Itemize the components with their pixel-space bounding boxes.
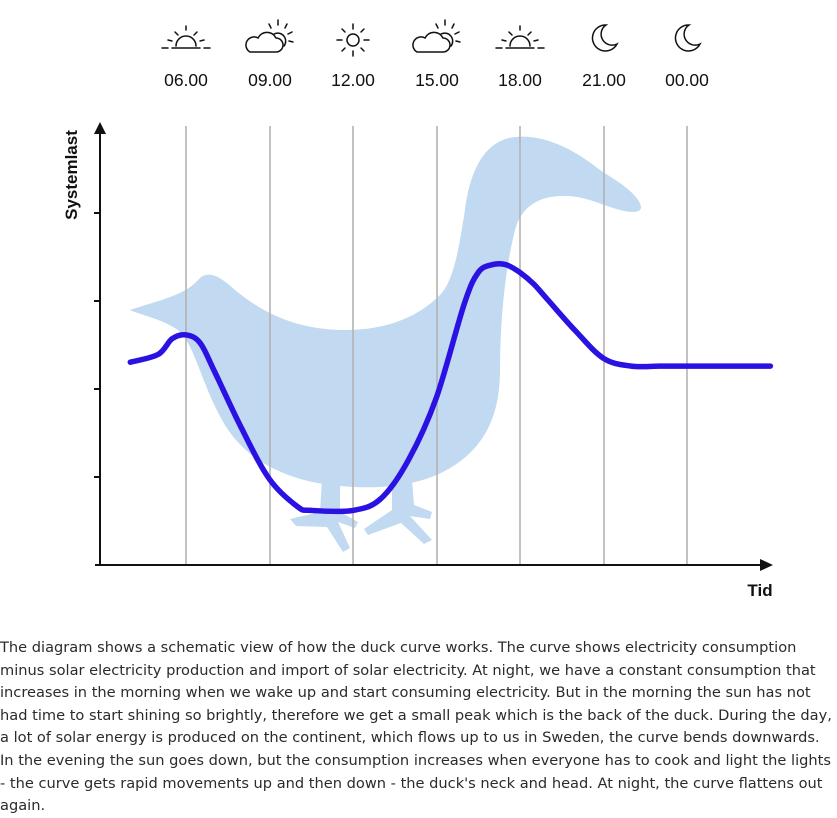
time-label: 00.00 xyxy=(665,70,709,90)
partly-cloudy-icon xyxy=(245,19,294,53)
time-label: 15.00 xyxy=(415,70,459,90)
duck-right-leg xyxy=(364,480,432,544)
duck-silhouette xyxy=(130,136,641,552)
duck-left-leg xyxy=(290,480,358,552)
x-axis-arrow xyxy=(760,559,773,571)
time-gridlines xyxy=(185,126,688,565)
sunrise-icon xyxy=(161,25,211,49)
duck-curve-line xyxy=(127,260,774,515)
moon-icon xyxy=(591,24,619,52)
duck-body xyxy=(130,136,641,488)
partly-cloudy-icon xyxy=(412,19,461,53)
x-axis-label: Tid xyxy=(747,581,772,600)
y-axis-arrow xyxy=(94,122,106,134)
time-icons xyxy=(161,19,702,57)
caption-text: The diagram shows a schematic view of ho… xyxy=(0,639,832,815)
time-label: 18.00 xyxy=(498,70,542,90)
time-label: 09.00 xyxy=(248,70,292,90)
time-label: 21.00 xyxy=(582,70,626,90)
y-axis-label: Systemlast xyxy=(62,130,81,220)
time-label: 06.00 xyxy=(164,70,208,90)
sunset-icon xyxy=(495,25,545,49)
duck-curve-chart: Systemlast Tid xyxy=(62,19,774,600)
time-labels: 06.00 09.00 12.00 15.00 18.00 21.00 00.0… xyxy=(164,70,709,90)
time-label: 12.00 xyxy=(331,70,375,90)
axes xyxy=(94,122,773,571)
duck-curve-diagram: Systemlast Tid xyxy=(62,19,774,600)
moon-icon xyxy=(674,24,702,52)
sun-icon xyxy=(336,23,370,57)
